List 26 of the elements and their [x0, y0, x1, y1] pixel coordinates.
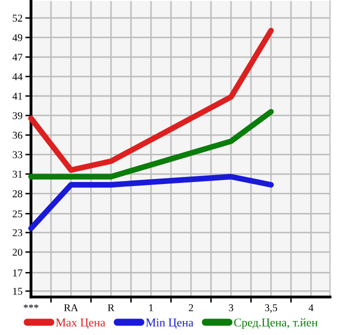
x-tick-label: RA — [64, 304, 78, 312]
y-tick-label: 20 — [12, 248, 22, 256]
x-tick-label: 2 — [188, 304, 194, 312]
y-tick-label: 23 — [12, 229, 22, 236]
y-tick-label: 31 — [12, 170, 22, 178]
y-tick-label: 28 — [12, 190, 22, 198]
legend-label: Сред.Цена, т.йен — [234, 318, 318, 329]
x-tick-label: 3 — [228, 304, 234, 312]
legend-label: Max Цена — [56, 318, 106, 329]
legend-label: Min Цена — [146, 318, 194, 329]
x-tick-label: *** — [24, 304, 38, 308]
y-tick-label: 33 — [12, 151, 22, 158]
x-tick-label: R — [108, 304, 114, 312]
y-tick-label: 39 — [12, 112, 22, 120]
y-tick-label: 52 — [12, 14, 22, 22]
y-tick-label: 36 — [12, 132, 22, 139]
x-tick-label: 4 — [308, 304, 314, 312]
y-tick-label: 15 — [13, 288, 22, 295]
y-tick-label: 17 — [13, 269, 22, 276]
y-tick-label: 41 — [12, 92, 22, 100]
y-tick-label: 47 — [12, 54, 22, 61]
x-tick-label: 3,5 — [264, 304, 278, 313]
y-tick-label: 49 — [12, 34, 22, 42]
x-tick-label: 1 — [149, 304, 153, 312]
y-tick-label: 44 — [12, 73, 23, 80]
y-tick-label: 25 — [12, 210, 22, 218]
